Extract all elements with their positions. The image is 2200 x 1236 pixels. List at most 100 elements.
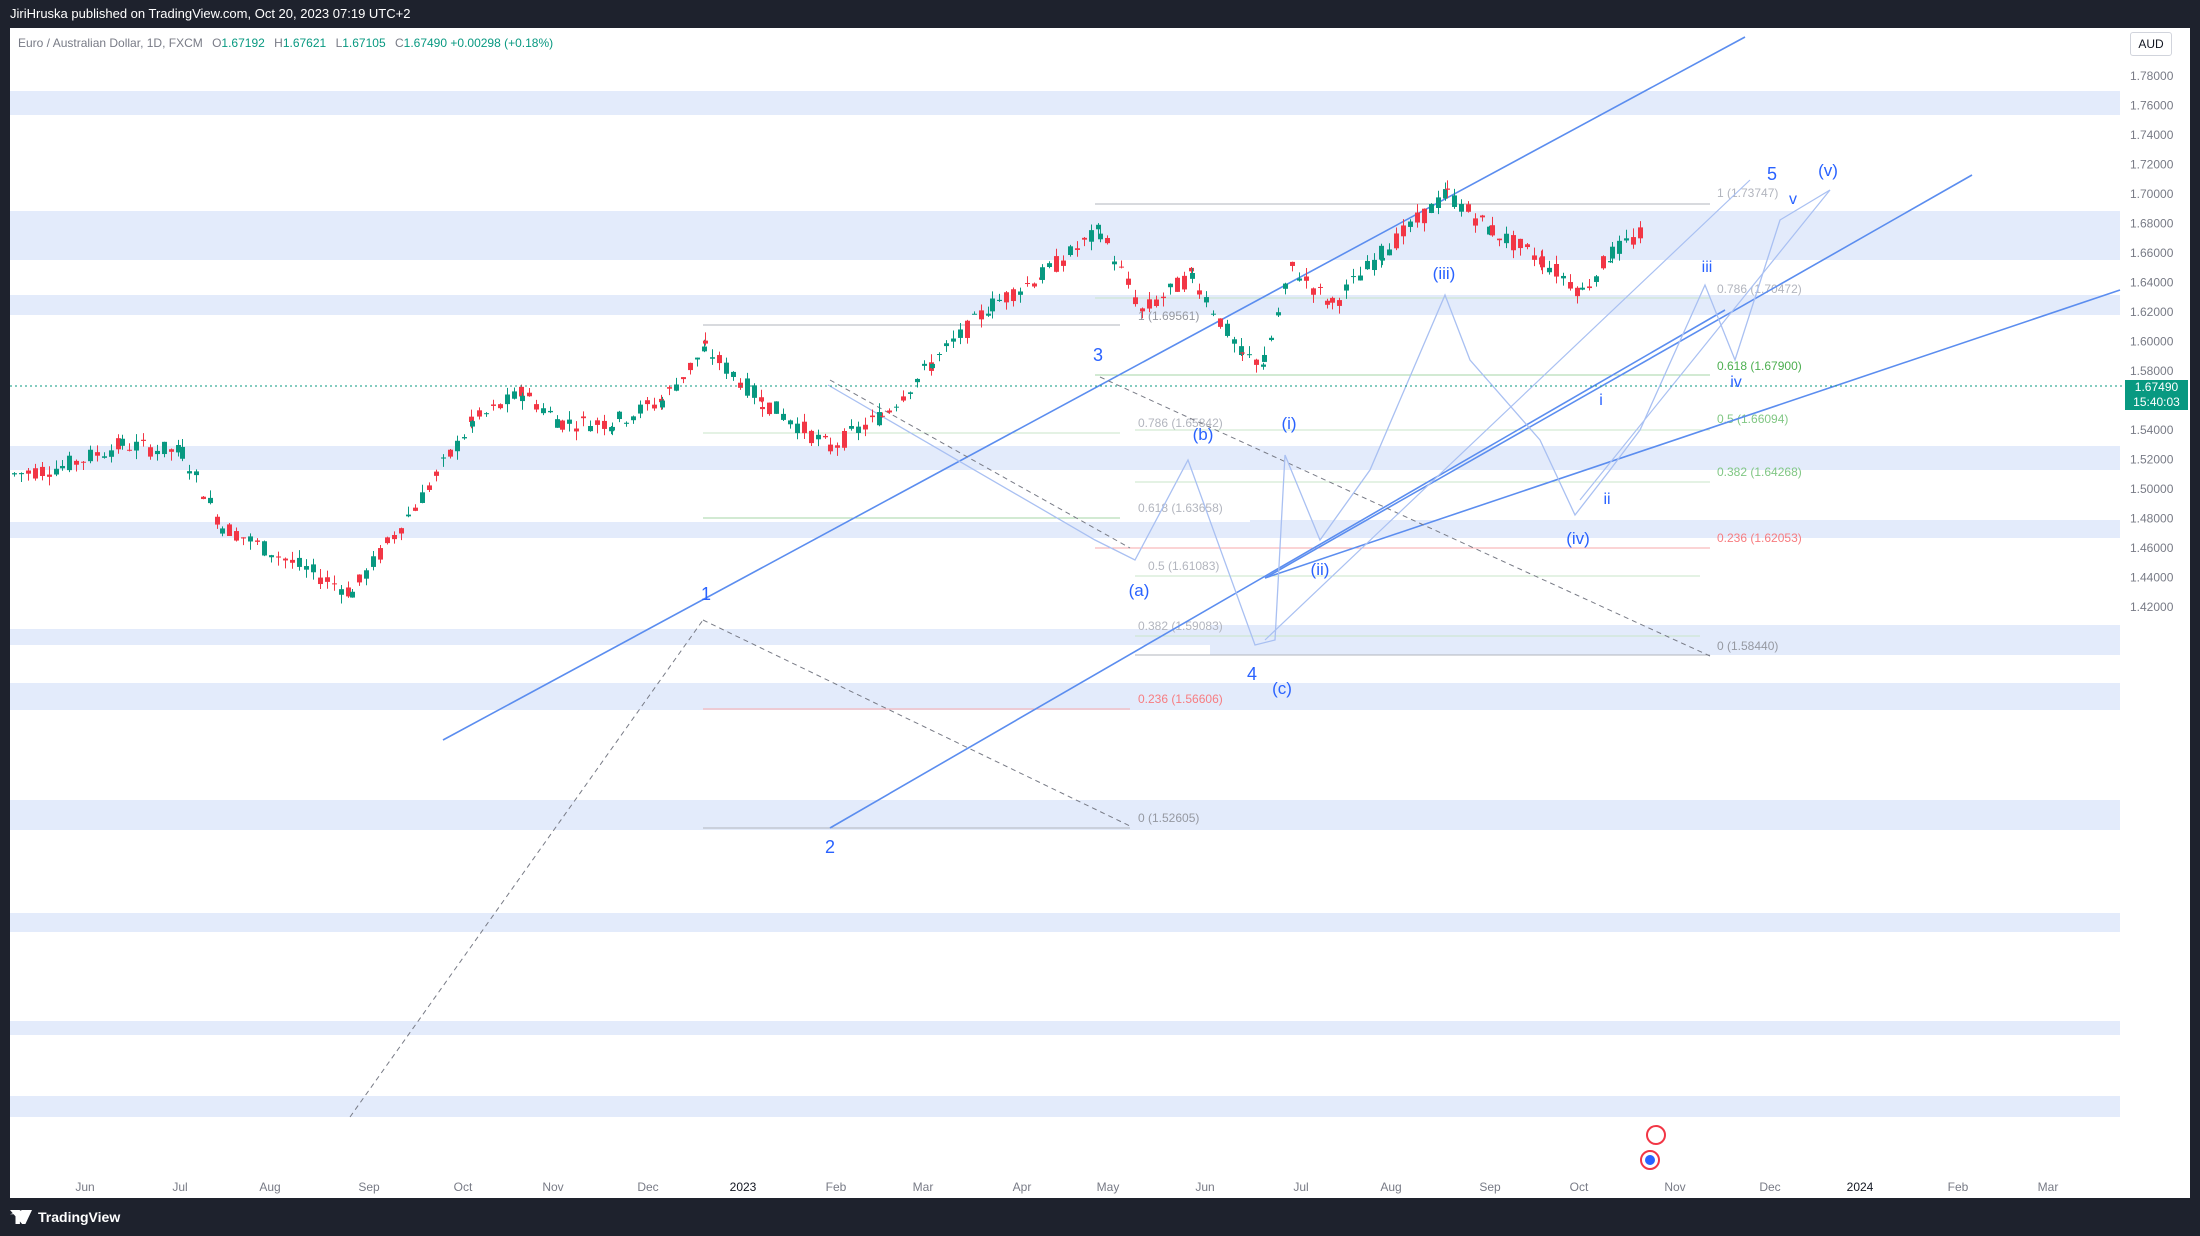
candle-body: [990, 298, 995, 312]
candle-body: [795, 423, 800, 434]
candle-body: [555, 419, 560, 428]
candle-body: [1232, 339, 1237, 344]
x-tick-label: Dec: [1759, 1180, 1780, 1194]
candle-body: [484, 413, 489, 415]
economic-event-icon[interactable]: [1645, 1155, 1655, 1165]
candle-body: [1098, 233, 1103, 240]
candle-body: [491, 404, 496, 406]
candle-body: [441, 457, 446, 459]
candle-body: [958, 329, 963, 338]
support-zone: [1380, 295, 2120, 315]
candle-body: [1261, 364, 1266, 367]
wave-label: (iii): [1433, 264, 1456, 283]
candle-body: [901, 396, 906, 401]
publisher-text: JiriHruska published on TradingView.com,…: [10, 6, 411, 21]
wave-label: iv: [1730, 374, 1742, 391]
candle-body: [717, 355, 722, 364]
candle-body: [574, 428, 579, 432]
fib-level-label: 0.382 (1.64268): [1717, 465, 1802, 479]
sub-channel-line: [1579, 189, 1831, 501]
candle-body: [505, 394, 510, 405]
y-tick-label: 1.72000: [2130, 158, 2174, 172]
y-tick-label: 1.42000: [2130, 600, 2174, 614]
candle-body: [745, 378, 750, 396]
wave-label: 5: [1767, 164, 1777, 184]
wave-label: (a): [1129, 581, 1150, 600]
wave-label: 4: [1247, 664, 1257, 684]
candle-body: [1190, 273, 1195, 279]
candle-body: [1040, 267, 1045, 280]
candle-body: [1025, 283, 1030, 285]
candle-body: [1054, 256, 1059, 272]
currency-selector[interactable]: AUD: [2130, 32, 2172, 56]
support-zone: [10, 800, 2120, 830]
right-padding: [2190, 28, 2200, 1198]
wave-label: (i): [1281, 414, 1296, 433]
candle-body: [81, 461, 86, 463]
candle-body: [703, 340, 708, 344]
candle-body: [1018, 291, 1023, 295]
candle-body: [781, 413, 786, 420]
candle-body: [318, 577, 323, 585]
support-zone: [10, 211, 2120, 260]
candle-body: [220, 528, 225, 534]
y-tick-label: 1.68000: [2130, 217, 2174, 231]
symbol-legend: Euro / Australian Dollar, 1D, FXCM O1.67…: [18, 36, 554, 50]
x-tick-label: Apr: [1013, 1180, 1032, 1194]
economic-event-icon[interactable]: [1646, 1125, 1666, 1145]
support-zone: [10, 1021, 2120, 1035]
candle-body: [455, 440, 460, 452]
candle-body: [710, 357, 715, 359]
wave-label: i: [1599, 392, 1603, 409]
candle-body: [1422, 208, 1427, 224]
candle-body: [385, 537, 390, 544]
last-price-label: 1.67490 15:40:03: [2125, 380, 2188, 410]
x-tick-label: Mar: [2038, 1180, 2059, 1194]
x-tick-label: Feb: [1948, 1180, 1969, 1194]
candle-body: [1330, 297, 1335, 303]
candle-body: [47, 474, 52, 477]
fib-level-label: 1 (1.69561): [1138, 309, 1199, 323]
candle-body: [527, 392, 532, 397]
tradingview-logo[interactable]: TradingView: [10, 1209, 120, 1225]
candle-body: [1175, 277, 1180, 292]
candle-body: [1525, 244, 1530, 248]
support-zone: [1210, 625, 2120, 655]
y-tick-label: 1.52000: [2130, 453, 2174, 467]
candle-body: [1197, 290, 1202, 295]
candle-body: [674, 384, 679, 391]
candle-body: [269, 555, 274, 558]
candle-body: [695, 357, 700, 360]
candle-body: [1239, 346, 1244, 356]
candle-body: [332, 583, 337, 585]
x-tick-label: Nov: [542, 1180, 563, 1194]
candle-body: [624, 422, 629, 424]
candle-body: [1112, 261, 1117, 265]
candle-body: [1408, 221, 1413, 227]
fib-level-label: 0.786 (1.65842): [1138, 416, 1223, 430]
x-tick-label: Jun: [1195, 1180, 1214, 1194]
candle-body: [290, 559, 295, 563]
x-tick-label: Jun: [75, 1180, 94, 1194]
candle-body: [1624, 238, 1629, 241]
price-scale[interactable]: [2125, 28, 2190, 1198]
x-tick-label: Oct: [454, 1180, 473, 1194]
candle-body: [1436, 197, 1441, 208]
candle-body: [201, 496, 206, 500]
fib-level-label: 0.5 (1.66094): [1717, 412, 1788, 426]
candle-body: [1554, 263, 1559, 277]
fib-level-label: 0.786 (1.70472): [1717, 282, 1802, 296]
x-tick-label: Feb: [826, 1180, 847, 1194]
candle-body: [1068, 246, 1073, 256]
y-tick-label: 1.74000: [2130, 128, 2174, 142]
candle-body: [1459, 204, 1464, 212]
candle-body: [986, 313, 991, 316]
candle-body: [915, 378, 920, 383]
candle-body: [1247, 354, 1252, 356]
candle-body: [120, 438, 125, 446]
candle-body: [1082, 237, 1087, 240]
candle-body: [116, 438, 121, 450]
candle-body: [1540, 256, 1545, 268]
candle-body: [462, 437, 467, 439]
